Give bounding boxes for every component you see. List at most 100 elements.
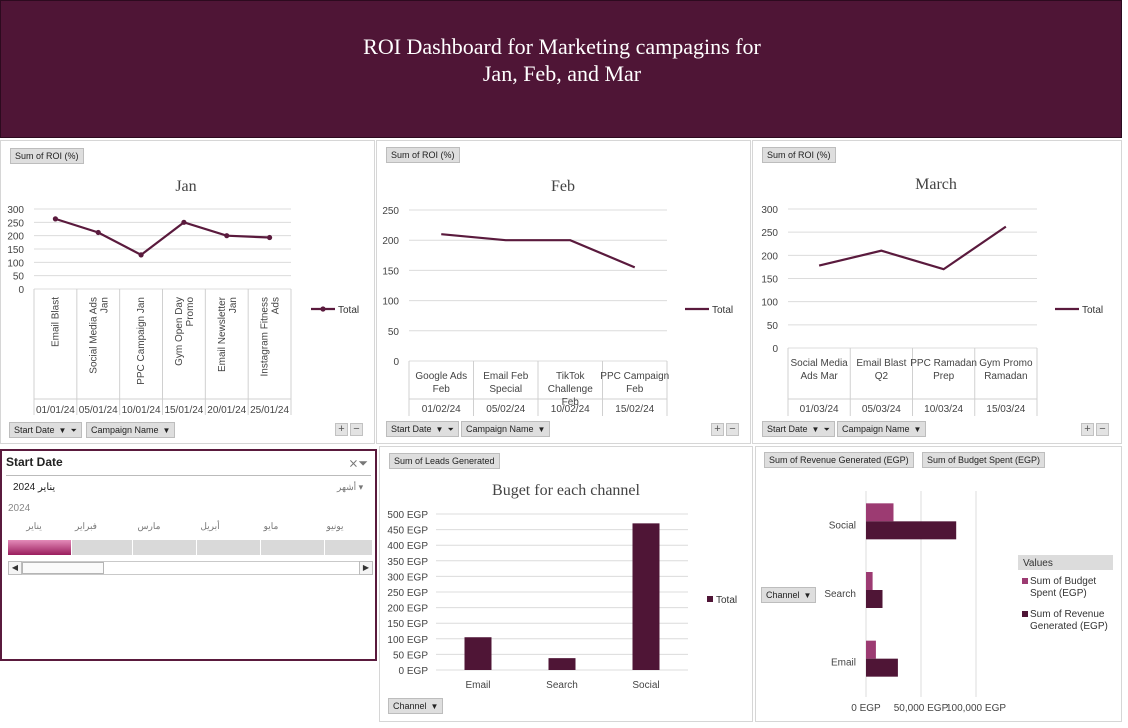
feb-chart-panel[interactable]: Sum of ROI (%) Feb 0 50 100 150 200 250 Google … <box>376 140 751 444</box>
start-date-timeline-slicer[interactable]: Start Date ⨯⏷ يناير 2024 أشهر ▾ 2024 ينا… <box>0 449 377 661</box>
title-line-2: Jan, Feb, and Mar <box>482 61 642 86</box>
roi-field-button[interactable]: Sum of ROI (%) <box>762 147 836 163</box>
scroll-thumb[interactable] <box>22 562 104 574</box>
clear-filter-icon[interactable]: ⨯⏷ <box>348 456 368 470</box>
category-label: PPC Ramadan Prep <box>910 358 977 382</box>
legend-label-line: Sum of Budget <box>1030 576 1096 587</box>
campaign-name-filter-button[interactable]: Campaign Name ▼ <box>86 422 176 438</box>
category-label-line: TikTok <box>556 371 586 382</box>
scroll-right-button[interactable]: ▶ <box>359 561 373 575</box>
x-tick-label: 50,000 EGP <box>894 703 949 714</box>
timeline-month-label: مايو <box>263 521 279 531</box>
jan-chart-panel[interactable]: Sum of ROI (%) Jan 0 50 100 150 200 250 300 Emai… <box>0 140 375 444</box>
budget-field-button[interactable]: Sum of Budget Spent (EGP) <box>922 452 1046 468</box>
roi-field-button[interactable]: Sum of ROI (%) <box>10 148 84 164</box>
timeline-cell[interactable] <box>325 540 373 555</box>
category-label-line: Google Ads <box>415 371 467 382</box>
date-label: 05/02/24 <box>486 404 525 415</box>
category-label: Email Feb Special <box>483 371 528 395</box>
timeline-cell[interactable] <box>261 540 325 555</box>
category-label-line: Email Blast <box>50 297 61 347</box>
y-tick-label: 150 <box>382 266 399 277</box>
category-label: Search <box>546 680 578 691</box>
y-tick-label: 150 <box>7 245 24 256</box>
date-label: 01/01/24 <box>36 405 75 416</box>
series-line-total <box>55 217 270 257</box>
y-tick-label: 0 <box>18 285 24 296</box>
dropdown-arrow-icon: ▼ <box>162 426 171 435</box>
expand-plus-button[interactable]: + <box>711 423 724 436</box>
start-date-filter-button[interactable]: Start Date ▼ ⏷ <box>9 422 82 438</box>
campaign-name-filter-button[interactable]: Campaign Name ▼ <box>461 421 551 437</box>
expand-plus-button[interactable]: + <box>1081 423 1094 436</box>
collapse-minus-button[interactable]: − <box>1096 423 1109 436</box>
category-label: PPC Campaign Feb <box>600 371 669 395</box>
category-label: Social Media Ads Mar <box>790 358 848 382</box>
timeline-cell[interactable] <box>133 540 197 555</box>
march-chart-panel[interactable]: Sum of ROI (%) March 0 50 100 150 200 250 300 So… <box>752 140 1122 444</box>
y-tick-label: 50 <box>767 321 779 332</box>
chart-title: Jan <box>175 178 196 195</box>
channel-filter-button[interactable]: Channel ▼ <box>388 698 444 714</box>
y-tick-label: 50 EGP <box>393 650 428 661</box>
leads-field-button[interactable]: Sum of Leads Generated <box>389 453 500 469</box>
collapse-minus-button[interactable]: − <box>726 423 739 436</box>
y-tick-label: 200 <box>7 232 24 243</box>
category-label-line: PPC Campaign Jan <box>136 297 147 385</box>
filter-funnel-icon: ⏷ <box>70 426 77 435</box>
dropdown-arrow-icon: ▼ <box>803 591 812 600</box>
series-line-total <box>818 225 1007 271</box>
y-tick-label: 300 <box>761 205 778 216</box>
category-label: Google Ads Feb <box>415 371 467 395</box>
timeline-cell[interactable] <box>197 540 261 555</box>
legend-title-box <box>1018 555 1113 570</box>
expand-plus-button[interactable]: + <box>335 423 348 436</box>
bar <box>632 523 660 670</box>
campaign-name-filter-button[interactable]: Campaign Name ▼ <box>837 421 927 437</box>
category-label-line: Promo <box>185 297 196 327</box>
y-tick-label: 100 EGP <box>387 635 428 646</box>
y-tick-label: 250 <box>761 228 778 239</box>
roi-field-button[interactable]: Sum of ROI (%) <box>386 147 460 163</box>
budget-bar-chart: Buget for each channel 0 EGP 50 EGP 100 EGP… <box>387 482 737 691</box>
data-point <box>181 219 187 225</box>
revenue-field-button[interactable]: Sum of Revenue Generated (EGP) <box>764 452 914 468</box>
revenue-budget-panel[interactable]: Sum of Revenue Generated (EGP) Sum of Bu… <box>755 446 1122 722</box>
date-label: 10/01/24 <box>122 405 161 416</box>
timeline-month-label: مارس <box>137 521 161 531</box>
y-tick-label: 450 EGP <box>387 526 428 537</box>
category-label: Social <box>829 520 856 531</box>
budget-channel-panel[interactable]: Sum of Leads Generated Buget for each ch… <box>379 446 753 722</box>
category-label: Email Blast <box>50 297 61 347</box>
category-label: PPC Campaign Jan <box>136 297 147 385</box>
legend-label-line: Generated (EGP) <box>1030 621 1108 632</box>
collapse-minus-button[interactable]: − <box>350 423 363 436</box>
slicer-title: Start Date <box>6 455 63 469</box>
channel-filter-button[interactable]: Channel ▼ <box>761 587 817 603</box>
legend-label-line: Sum of Revenue <box>1030 609 1105 620</box>
date-label: 25/01/24 <box>250 405 289 416</box>
timeline-cell-selected[interactable] <box>8 540 72 555</box>
y-tick-label: 250 <box>382 206 399 217</box>
category-label-line: Prep <box>933 371 955 382</box>
date-label: 01/02/24 <box>422 404 461 415</box>
chart-title: March <box>915 176 957 193</box>
bar-budget <box>866 503 894 522</box>
start-date-filter-button[interactable]: Start Date ▼ ⏷ <box>762 421 835 437</box>
filter-funnel-icon: ⏷ <box>447 425 454 434</box>
category-label-line: Gym Promo <box>979 358 1033 369</box>
category-label-line: Special <box>489 384 522 395</box>
dropdown-arrow-icon: ▼ <box>537 425 546 434</box>
timeline-cell[interactable] <box>72 540 133 555</box>
data-point <box>224 233 230 239</box>
start-date-filter-button[interactable]: Start Date ▼ ⏷ <box>386 421 459 437</box>
y-tick-label: 100 <box>7 258 24 269</box>
legend-label: Sum of Revenue Generated (EGP) <box>1030 609 1108 632</box>
time-level-dropdown[interactable]: أشهر ▾ <box>337 482 364 492</box>
x-tick-label: 100,000 EGP <box>946 703 1006 714</box>
bar <box>548 658 576 670</box>
category-label-line: PPC Ramadan <box>910 358 977 369</box>
x-tick-label: 0 EGP <box>851 703 881 714</box>
scroll-left-button[interactable]: ◀ <box>8 561 22 575</box>
bar <box>464 637 492 670</box>
